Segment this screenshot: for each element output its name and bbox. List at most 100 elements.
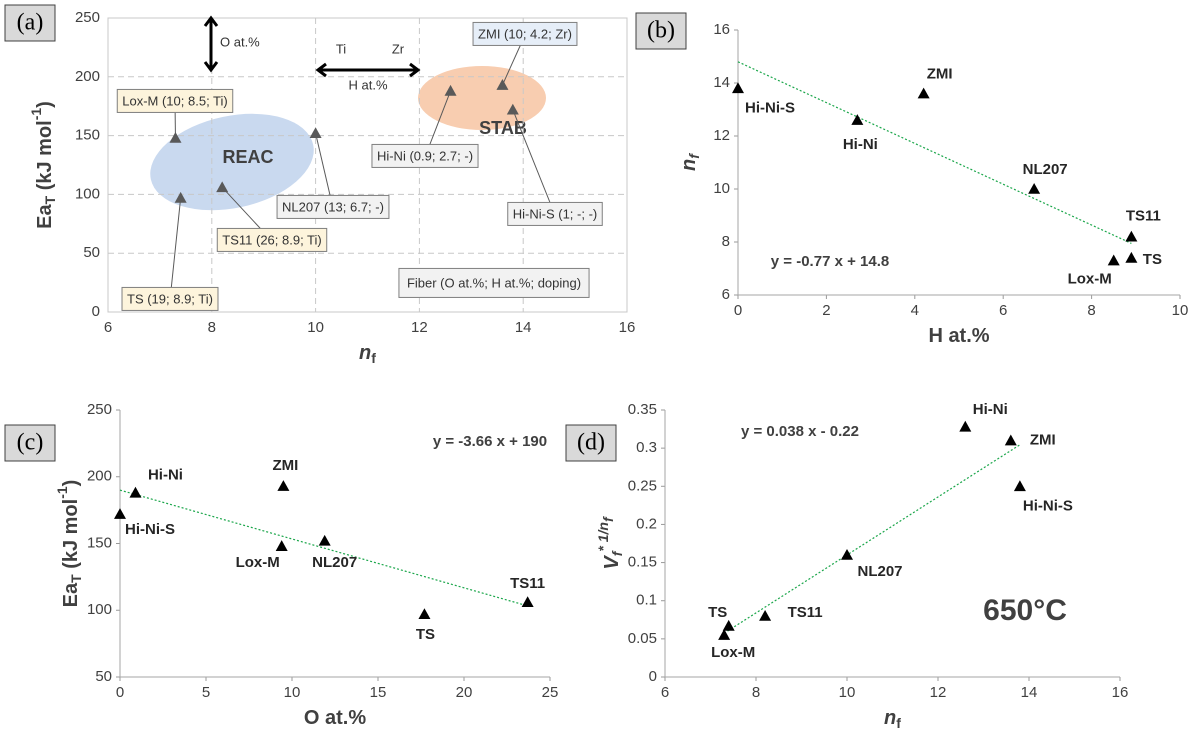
point-label: TS11 (26; 8.9; Ti): [222, 232, 321, 247]
arrow: [315, 62, 421, 78]
label-part: * 1/n: [595, 522, 611, 552]
x-tick-label: 4: [911, 302, 919, 319]
x-tick-label: 10: [1172, 302, 1189, 319]
x-tick-label: 20: [456, 684, 473, 701]
label-part: f: [896, 715, 901, 731]
label-box: [371, 143, 479, 168]
point-label: ZMI: [272, 457, 298, 474]
label-part: ): [60, 480, 82, 487]
panel-box: [565, 424, 617, 462]
point-label-box: Lox-M (10; 8.5; Ti): [116, 88, 234, 113]
annotation: Ti: [336, 41, 346, 56]
point-label: TS (19; 8.9; Ti): [127, 291, 213, 306]
label-part: f: [600, 516, 616, 522]
point-label: TS11: [510, 575, 545, 592]
point: [732, 82, 744, 94]
trend-line: [119, 489, 528, 607]
annotation: Fiber (O at.%; H at.%; doping): [407, 275, 581, 290]
point: [496, 79, 509, 90]
label-box: [472, 21, 578, 46]
point: [1028, 183, 1041, 194]
label-part: f: [371, 350, 376, 366]
label-part: f: [609, 550, 625, 556]
label-part: ): [34, 101, 56, 108]
point: [309, 127, 322, 139]
annotation: O at.%: [220, 34, 260, 49]
point: [418, 608, 431, 620]
label-part: H at.%: [928, 325, 989, 347]
y-tick-label: 100: [75, 185, 100, 202]
label-part: V: [601, 555, 623, 570]
x-axis-title: nf: [359, 342, 376, 365]
point-label: Hi-Ni-S: [1023, 497, 1073, 514]
label-part: -1: [54, 486, 70, 499]
annotation: 650°C: [983, 594, 1067, 627]
point-label: ZMI: [927, 66, 953, 83]
annotation: Zr: [392, 41, 405, 56]
point: [277, 480, 290, 491]
label-part: n: [678, 159, 700, 171]
y-tick-label: 8: [722, 233, 730, 250]
point-label: TS: [1143, 251, 1162, 268]
x-tick-label: 12: [411, 319, 428, 336]
x-tick-label: 0: [116, 684, 124, 701]
point: [114, 508, 126, 519]
panel-label: (b): [647, 18, 675, 44]
point: [275, 540, 288, 551]
point: [169, 131, 182, 143]
x-tick-label: 25: [542, 684, 559, 701]
panel-box: [4, 4, 56, 42]
legend-note: Fiber (O at.%; H at.%; doping): [398, 267, 590, 298]
point: [318, 534, 331, 546]
x-tick-label: 16: [1112, 684, 1129, 701]
y-tick-label: 0.2: [636, 515, 657, 532]
y-axis-title: nf: [678, 153, 701, 171]
point-label: TS11: [1126, 208, 1161, 225]
point: [444, 84, 457, 96]
x-axis-title: O at.%: [304, 707, 366, 729]
point: [521, 596, 534, 608]
point: [718, 629, 731, 640]
x-tick-label: 8: [1087, 302, 1095, 319]
point-label: Lox-M (10; 8.5; Ti): [122, 93, 227, 108]
y-tick-label: 250: [87, 401, 112, 418]
y-tick-label: 0.35: [628, 401, 657, 418]
x-tick-label: 5: [202, 684, 210, 701]
y-tick-label: 200: [75, 68, 100, 85]
trend-equation: y = -3.66 x + 190: [433, 433, 547, 450]
x-tick-label: 0: [734, 302, 742, 319]
point-label-box: NL207 (13; 6.7; -): [276, 194, 390, 219]
label-part: n: [359, 342, 371, 364]
x-tick-label: 6: [999, 302, 1007, 319]
y-tick-label: 0.25: [628, 477, 657, 494]
x-tick-label: 14: [1021, 684, 1038, 701]
point-label: Hi-Ni-S: [745, 99, 795, 116]
trend-line: [737, 61, 1132, 244]
y-tick-label: 150: [87, 534, 112, 551]
point-label: Hi-Ni: [843, 136, 878, 153]
region-label: REAC: [222, 147, 273, 167]
label-part: Ea: [60, 582, 82, 607]
x-tick-label: 8: [208, 319, 216, 336]
point: [129, 486, 142, 498]
point: [1004, 434, 1017, 446]
y-axis-title: EaT (kJ mol-1): [28, 101, 58, 229]
panel-label: (a): [17, 10, 44, 36]
x-tick-label: 10: [284, 684, 301, 701]
label-part: T: [42, 195, 58, 204]
point-label: Hi-Ni-S: [125, 521, 175, 538]
y-tick-label: 0: [649, 668, 657, 685]
note-box: [398, 267, 590, 298]
point-label: TS: [708, 604, 727, 621]
leader-line: [169, 197, 182, 301]
point-label: Lox-M: [711, 644, 755, 661]
x-axis-title: nf: [884, 707, 901, 730]
x-tick-label: 15: [370, 684, 387, 701]
label-part: -1: [28, 108, 44, 121]
y-tick-label: 100: [87, 601, 112, 618]
point: [851, 114, 864, 125]
y-tick-label: 6: [722, 286, 730, 303]
plot-frame: [107, 17, 628, 313]
y-tick-label: 0.1: [636, 592, 657, 609]
